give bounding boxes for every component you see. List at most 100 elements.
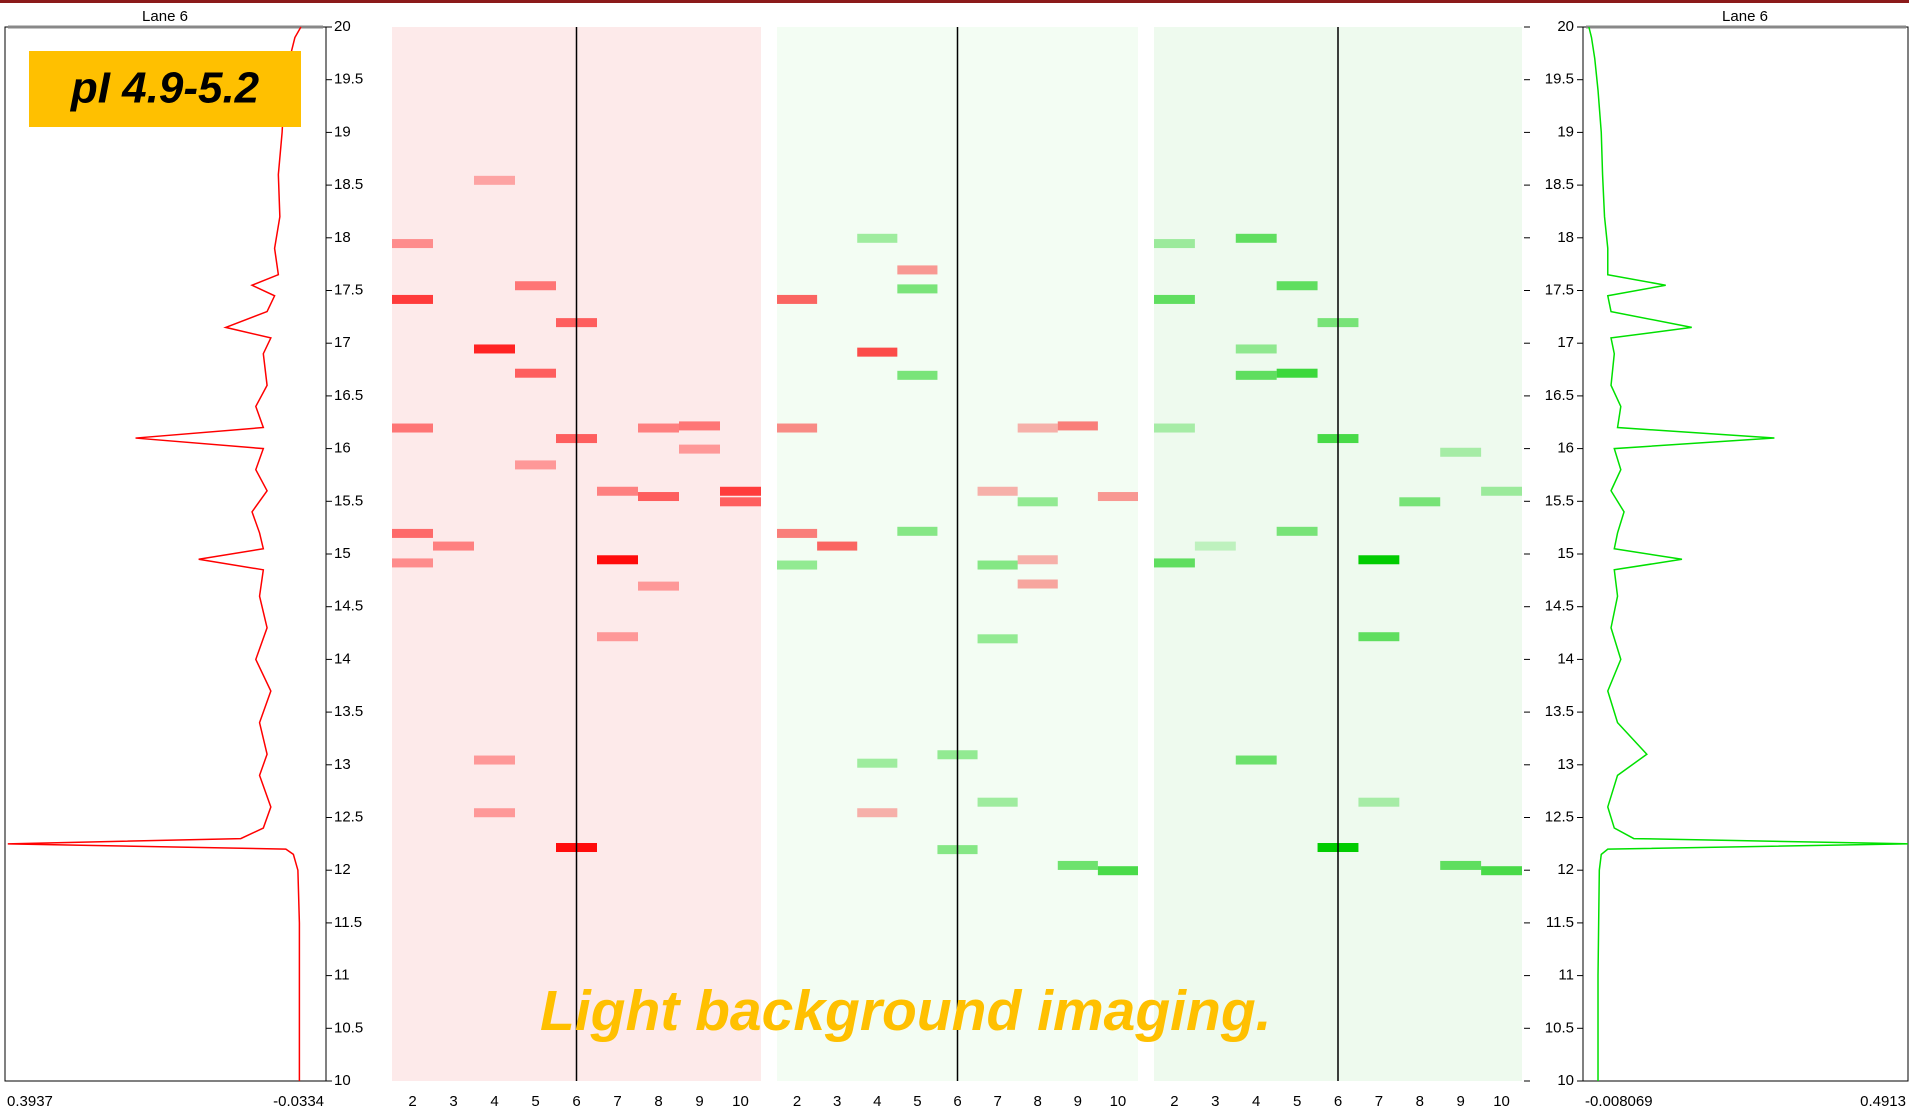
band	[392, 295, 433, 304]
lane-label: 2	[1170, 1093, 1178, 1110]
x-tick-label: 0.4913	[1860, 1093, 1906, 1110]
band	[1195, 542, 1236, 551]
lane-label: 10	[1110, 1093, 1127, 1110]
band	[1154, 558, 1195, 567]
y-tick-label: 13.5	[1545, 703, 1574, 720]
band	[1018, 424, 1058, 433]
profile-title: Lane 6	[1722, 8, 1768, 25]
y-tick-label: 16.5	[1545, 387, 1574, 404]
caption: Light background imaging.	[540, 979, 1271, 1043]
lane-label: 10	[732, 1093, 749, 1110]
y-tick-label: 20	[1557, 18, 1574, 35]
band	[897, 371, 937, 380]
lane-label: 6	[1334, 1093, 1342, 1110]
y-tick-label: 19.5	[1545, 71, 1574, 88]
band	[1098, 492, 1138, 501]
y-tick-label: 10.5	[334, 1019, 363, 1036]
profile-trace	[8, 27, 301, 1081]
y-tick-label: 12.5	[1545, 808, 1574, 825]
lane-label: 7	[993, 1093, 1001, 1110]
y-tick-label: 12	[334, 861, 351, 878]
profile-title: Lane 6	[142, 8, 188, 25]
band	[857, 808, 897, 817]
band	[1018, 555, 1058, 564]
band	[978, 798, 1018, 807]
lane-label: 5	[1293, 1093, 1301, 1110]
y-tick-label: 18	[1557, 229, 1574, 246]
y-tick-label: 11	[1558, 967, 1574, 984]
band	[597, 632, 638, 641]
y-tick-label: 13	[334, 756, 351, 773]
lane-label: 10	[1493, 1093, 1510, 1110]
band	[857, 234, 897, 243]
y-tick-label: 11.5	[1546, 914, 1574, 931]
y-tick-label: 15	[334, 545, 351, 562]
y-tick-label: 15	[1557, 545, 1574, 562]
band	[515, 281, 556, 290]
y-tick-label: 14	[334, 650, 351, 667]
lane-label: 9	[695, 1093, 703, 1110]
band	[1058, 421, 1098, 430]
band	[897, 527, 937, 536]
band	[857, 348, 897, 357]
lane-label: 9	[1456, 1093, 1464, 1110]
lane-label: 3	[1211, 1093, 1219, 1110]
y-tick-label: 18.5	[334, 176, 363, 193]
profile-frame	[1583, 27, 1908, 1081]
band	[1481, 487, 1522, 496]
top-bar	[0, 0, 1909, 3]
band	[777, 295, 817, 304]
lane-label: 6	[572, 1093, 580, 1110]
band	[1018, 497, 1058, 506]
band	[1236, 344, 1277, 353]
y-tick-label: 17.5	[334, 281, 363, 298]
lane-label: 2	[793, 1093, 801, 1110]
figure: 234567891023456789102345678910 Lane 6 La…	[0, 0, 1909, 1113]
x-tick-label: -0.0334	[273, 1093, 324, 1110]
band	[1098, 866, 1138, 875]
band	[433, 542, 474, 551]
band	[1440, 861, 1481, 870]
lane-label: 6	[953, 1093, 961, 1110]
y-tick-label: 16	[1557, 440, 1574, 457]
lane-label: 4	[490, 1093, 498, 1110]
lane-label: 4	[873, 1093, 881, 1110]
band	[1236, 234, 1277, 243]
x-tick-label: -0.008069	[1585, 1093, 1653, 1110]
y-tick-label: 12	[1557, 861, 1574, 878]
y-tick-label: 13.5	[334, 703, 363, 720]
y-tick-label: 11.5	[334, 914, 362, 931]
band	[897, 284, 937, 293]
band	[474, 344, 515, 353]
y-tick-label: 18	[334, 229, 351, 246]
band	[474, 808, 515, 817]
y-tick-label: 17.5	[1545, 281, 1574, 298]
band	[515, 369, 556, 378]
band	[474, 176, 515, 185]
y-tick-label: 19	[1557, 123, 1574, 140]
y-tick-label: 15.5	[1545, 492, 1574, 509]
band	[1399, 497, 1440, 506]
lane-label: 3	[449, 1093, 457, 1110]
band	[720, 487, 761, 496]
lane-label: 8	[1416, 1093, 1424, 1110]
y-tick-label: 19	[334, 123, 351, 140]
band	[1277, 527, 1318, 536]
profile-frame	[5, 27, 326, 1081]
band	[638, 492, 679, 501]
y-tick-label: 14.5	[1545, 598, 1574, 615]
band	[777, 561, 817, 570]
band	[1018, 580, 1058, 589]
band	[392, 529, 433, 538]
y-tick-label: 14.5	[334, 598, 363, 615]
lane-label: 3	[833, 1093, 841, 1110]
profile-trace	[1589, 27, 1908, 1081]
band	[857, 759, 897, 768]
y-tick-label: 10	[334, 1072, 351, 1089]
y-tick-label: 11	[334, 967, 350, 984]
y-tick-label: 10.5	[1545, 1019, 1574, 1036]
y-tick-label: 10	[1557, 1072, 1574, 1089]
y-tick-label: 14	[1557, 650, 1574, 667]
lane-label: 8	[654, 1093, 662, 1110]
band	[1058, 861, 1098, 870]
